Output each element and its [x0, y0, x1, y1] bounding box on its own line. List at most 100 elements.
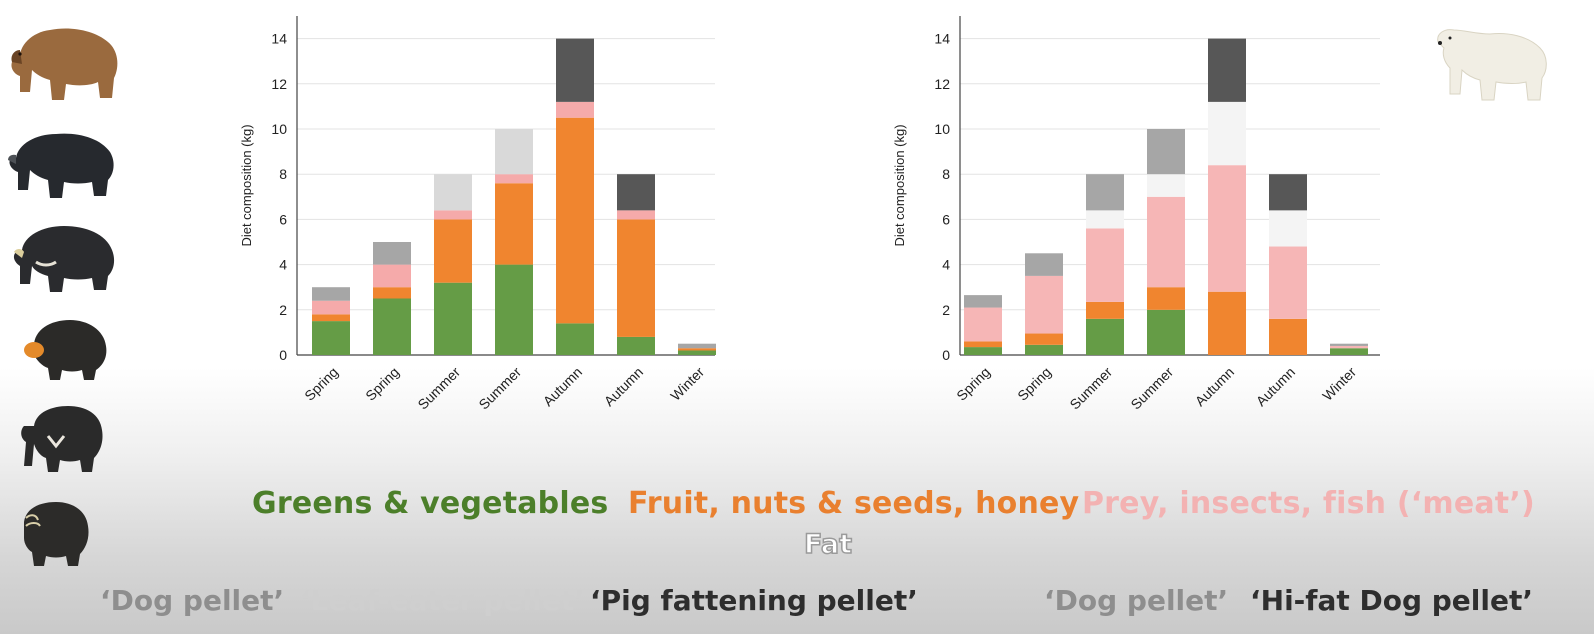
bar-segment [1086, 318, 1124, 355]
y-tick-label: 0 [942, 347, 950, 363]
y-tick-label: 4 [942, 257, 950, 273]
x-tick-label: Spring [953, 364, 993, 404]
y-tick-label: 6 [279, 211, 287, 227]
bar-segment [373, 287, 411, 299]
bar-segment [1147, 287, 1185, 310]
bar-segment [1269, 174, 1307, 211]
bar-segment [1025, 275, 1063, 334]
y-axis-title: Diet composition (kg) [892, 124, 907, 246]
bar-segment [495, 183, 533, 265]
pellet-pig-fattening: ‘Pig fattening pellet’ [590, 584, 918, 617]
pellet-hifat-dog: ‘Hi-fat Dog pellet’ [1250, 584, 1534, 617]
pellet-dog-right: ‘Dog pellet’ [1044, 584, 1229, 617]
bar-segment [556, 323, 594, 355]
bar-segment [964, 307, 1002, 342]
spectacled-bear-icon [24, 502, 89, 566]
x-tick-label: Autumn [1253, 364, 1298, 409]
polar-bear-icon [1437, 29, 1547, 101]
diet-chart-left: 0 2 4 6 8 10 12 14 Diet composition (kg) Spring Sp… [239, 16, 716, 413]
bar-segment [1208, 38, 1246, 102]
y-tick-label: 12 [271, 76, 287, 92]
bar-segment [1147, 129, 1185, 175]
y-tick-label: 12 [934, 76, 950, 92]
moon-bear-icon [13, 226, 115, 292]
y-tick-label: 4 [279, 257, 287, 273]
legend-meat: Prey, insects, fish (‘meat’) [1082, 486, 1535, 521]
x-tick-label: Spring [362, 364, 402, 404]
bar-segment [678, 348, 716, 351]
bar-segment [964, 341, 1002, 348]
y-tick-label: 2 [942, 302, 950, 318]
bar-segment [1208, 165, 1246, 292]
bar-segment [556, 117, 594, 324]
bar-segment [617, 219, 655, 337]
y-tick-label: 14 [934, 31, 950, 47]
bar-segment [1269, 318, 1307, 355]
bar-segment [373, 242, 411, 265]
bar-segment [556, 38, 594, 102]
bar-segment [434, 282, 472, 355]
x-tick-label: Summer [475, 364, 524, 413]
bar-segment [964, 347, 1002, 355]
bar-segment [1147, 309, 1185, 355]
y-tick-label: 0 [279, 347, 287, 363]
bar-segment [964, 295, 1002, 308]
bar-segment [1086, 174, 1124, 211]
sun-bear-icon [24, 320, 107, 380]
bar-segment [495, 174, 533, 184]
brown-bear-icon [11, 28, 118, 100]
bar-segment [373, 264, 411, 288]
diet-chart-right: 0 2 4 6 8 10 12 14 Diet composition (kg) Spring Sp… [892, 16, 1380, 413]
bar-segment [617, 336, 655, 355]
bar-segment [1330, 345, 1368, 349]
bar-segment [1147, 174, 1185, 197]
bar-segment [1330, 348, 1368, 355]
x-tick-label: Autumn [540, 364, 585, 409]
bar-segment [434, 210, 472, 220]
bar-segment [312, 300, 350, 315]
black-bear-icon [8, 133, 114, 198]
y-tick-label: 2 [279, 302, 287, 318]
bar-segment [312, 287, 350, 301]
bar-segment [495, 129, 533, 175]
y-tick-label: 14 [271, 31, 287, 47]
x-tick-label: Summer [1066, 364, 1115, 413]
bar-segment [1025, 344, 1063, 355]
bar-segment [1147, 196, 1185, 288]
legend-fruit: Fruit, nuts & seeds, honey [628, 486, 1080, 521]
x-tick-label: Spring [1014, 364, 1054, 404]
sloth-bear-icon [21, 406, 103, 472]
bar-segment [312, 321, 350, 355]
x-tick-label: Autumn [601, 364, 646, 409]
bar-segment [1269, 210, 1307, 247]
bar-segment [1086, 210, 1124, 229]
x-tick-label: Summer [1127, 364, 1176, 413]
bar-segment [373, 298, 411, 355]
bar-segment [1025, 253, 1063, 276]
y-tick-label: 8 [279, 166, 287, 182]
bar-segment [1208, 101, 1246, 166]
x-tick-label: Winter [667, 364, 707, 404]
bar-segment [434, 219, 472, 283]
bar-segment [678, 343, 716, 349]
y-tick-label: 6 [942, 211, 950, 227]
y-tick-label: 8 [942, 166, 950, 182]
bar-segment [1208, 291, 1246, 355]
pellet-dog-left: ‘Dog pellet’ [100, 584, 285, 617]
pellet-leaf-eater: ‘Leaf-eater pellet’ [300, 584, 585, 617]
bar-segment [678, 350, 716, 355]
bar-segment [495, 264, 533, 355]
y-axis-title: Diet composition (kg) [239, 124, 254, 246]
x-tick-label: Autumn [1192, 364, 1237, 409]
bar-segment [1330, 343, 1368, 346]
legend-greens: Greens & vegetables [252, 486, 609, 521]
x-tick-label: Spring [301, 364, 341, 404]
bar-segment [312, 314, 350, 322]
bar-segment [1269, 246, 1307, 319]
bar-segment [617, 210, 655, 220]
bar-segment [617, 174, 655, 211]
bar-segment [1086, 228, 1124, 302]
bar-segment [434, 174, 472, 211]
bar-segment [1025, 333, 1063, 345]
y-tick-label: 10 [934, 121, 950, 137]
